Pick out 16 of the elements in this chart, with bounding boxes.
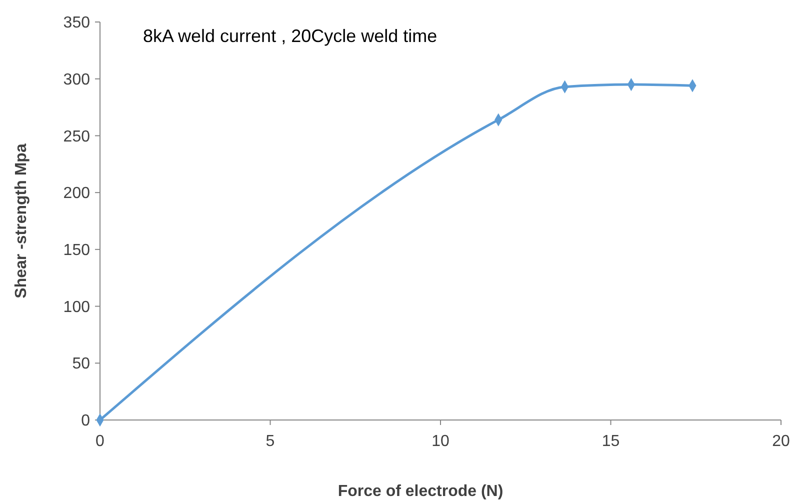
x-axis-title: Force of electrode (N) [338,483,504,500]
x-tick-label: 15 [602,433,620,450]
y-tick-label: 0 [81,412,90,430]
y-tick-label: 300 [63,71,90,88]
x-tick-label: 20 [772,433,790,450]
y-tick-label: 250 [63,128,90,146]
y-tick-label: 150 [63,242,90,260]
x-tick-label: 10 [432,433,450,450]
y-axis-title: Shear -strength Mpa [13,144,30,298]
x-tick-label: 5 [266,433,275,450]
y-tick-label: 100 [63,298,90,316]
y-tick-label: 200 [63,185,90,202]
y-tick-label: 50 [72,356,90,373]
x-tick-label: 0 [96,433,105,450]
y-tick-label: 350 [63,14,90,32]
annotation: 8kA weld current , 20Cycle weld time [143,26,438,46]
